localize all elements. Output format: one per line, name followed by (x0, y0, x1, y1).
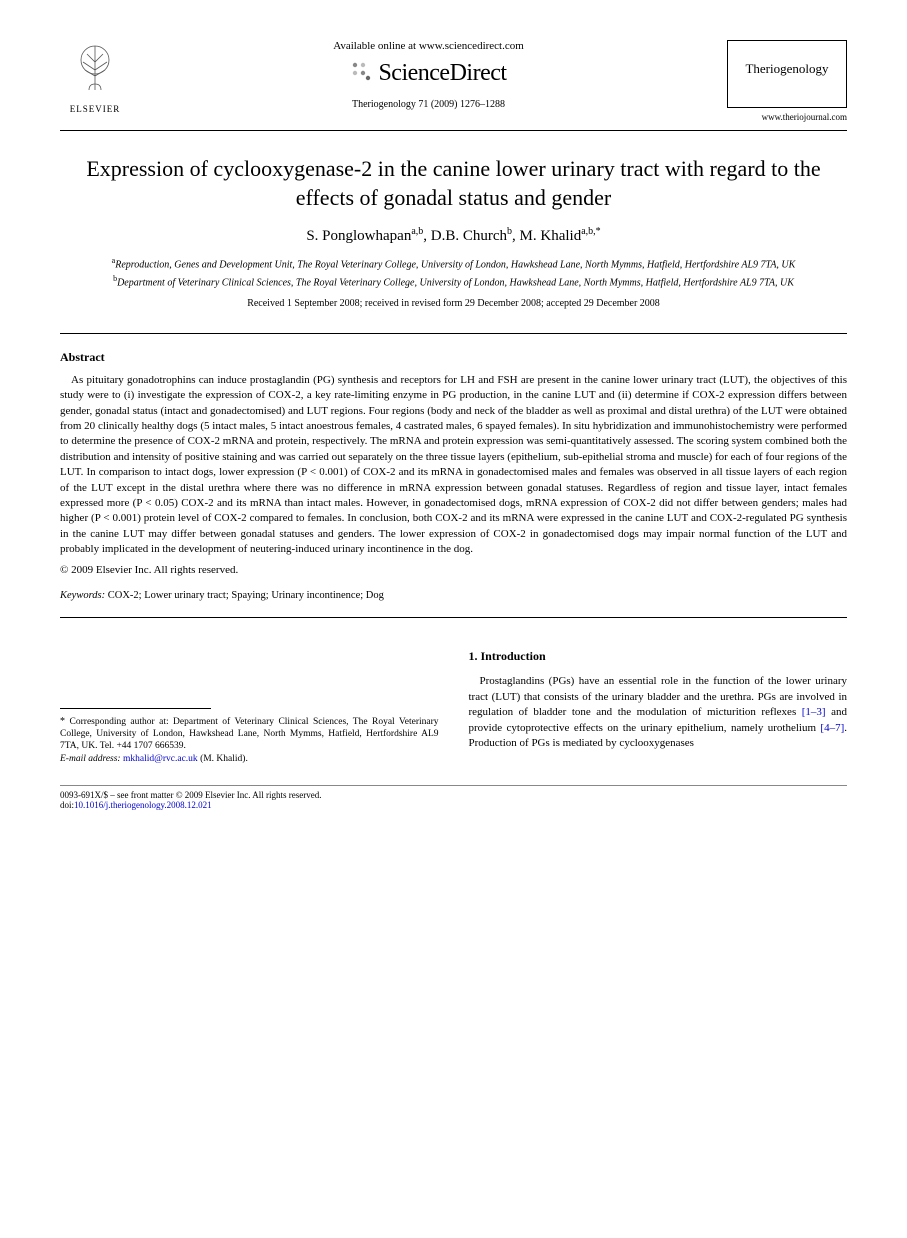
footnote-divider (60, 708, 211, 709)
issn-line: 0093-691X/$ – see front matter © 2009 El… (60, 790, 847, 800)
publisher-logo: ELSEVIER (60, 40, 130, 114)
corresponding-footnote: * Corresponding author at: Department of… (60, 708, 439, 765)
email-link[interactable]: mkhalid@rvc.ac.uk (123, 754, 198, 764)
footnote-star-icon: * (60, 716, 70, 727)
ref-link-1[interactable]: [1–3] (802, 706, 826, 718)
right-column: 1. Introduction Prostaglandins (PGs) hav… (469, 648, 848, 765)
author-list: S. Ponglowhapana,b, D.B. Churchb, M. Kha… (60, 226, 847, 245)
left-column: * Corresponding author at: Department of… (60, 648, 439, 765)
platform-name-text: ScienceDirect (378, 60, 506, 86)
author-1: S. Ponglowhapana,b (306, 228, 423, 244)
keywords-list: COX-2; Lower urinary tract; Spaying; Uri… (108, 590, 384, 601)
introduction-heading: 1. Introduction (469, 648, 848, 665)
doi-line: doi:10.1016/j.theriogenology.2008.12.021 (60, 800, 847, 810)
author-2: D.B. Churchb (431, 228, 512, 244)
sciencedirect-icon (350, 60, 372, 89)
ref-link-2[interactable]: [4–7] (820, 722, 844, 734)
center-header: Available online at www.sciencedirect.co… (130, 40, 727, 110)
two-column-layout: * Corresponding author at: Department of… (60, 648, 847, 765)
article-title: Expression of cyclooxygenase-2 in the ca… (60, 155, 847, 212)
corresponding-star-icon: * (596, 226, 601, 237)
email-person: (M. Khalid). (200, 754, 248, 764)
introduction-body: Prostaglandins (PGs) have an essential r… (469, 674, 848, 751)
bottom-info: 0093-691X/$ – see front matter © 2009 El… (60, 785, 847, 810)
keywords: Keywords: COX-2; Lower urinary tract; Sp… (60, 590, 847, 601)
article-dates: Received 1 September 2008; received in r… (60, 298, 847, 309)
keywords-label: Keywords: (60, 590, 105, 601)
abstract-heading: Abstract (60, 350, 847, 365)
platform-name: ScienceDirect (130, 60, 727, 89)
author-3: M. Khalida,b,* (520, 228, 601, 244)
elsevier-tree-icon (65, 40, 125, 100)
divider-bottom (60, 617, 847, 618)
footnote-email-line: E-mail address: mkhalid@rvc.ac.uk (M. Kh… (60, 753, 439, 765)
affiliations: aReproduction, Genes and Development Uni… (60, 255, 847, 290)
copyright-line: © 2009 Elsevier Inc. All rights reserved… (60, 564, 847, 576)
affiliation-b: bDepartment of Veterinary Clinical Scien… (60, 273, 847, 290)
divider-top (60, 333, 847, 334)
citation-line: Theriogenology 71 (2009) 1276–1288 (130, 99, 727, 110)
page-header: ELSEVIER Available online at www.science… (60, 40, 847, 131)
affiliation-a: aReproduction, Genes and Development Uni… (60, 255, 847, 272)
journal-name-box: Theriogenology (727, 40, 847, 108)
publisher-name: ELSEVIER (60, 104, 130, 114)
email-label: E-mail address: (60, 754, 121, 764)
available-online-text: Available online at www.sciencedirect.co… (130, 40, 727, 52)
doi-link[interactable]: 10.1016/j.theriogenology.2008.12.021 (74, 800, 212, 810)
journal-url[interactable]: www.theriojournal.com (727, 112, 847, 122)
journal-column: Theriogenology www.theriojournal.com (727, 40, 847, 122)
abstract-body: As pituitary gonadotrophins can induce p… (60, 373, 847, 558)
footnote-text: * Corresponding author at: Department of… (60, 715, 439, 753)
